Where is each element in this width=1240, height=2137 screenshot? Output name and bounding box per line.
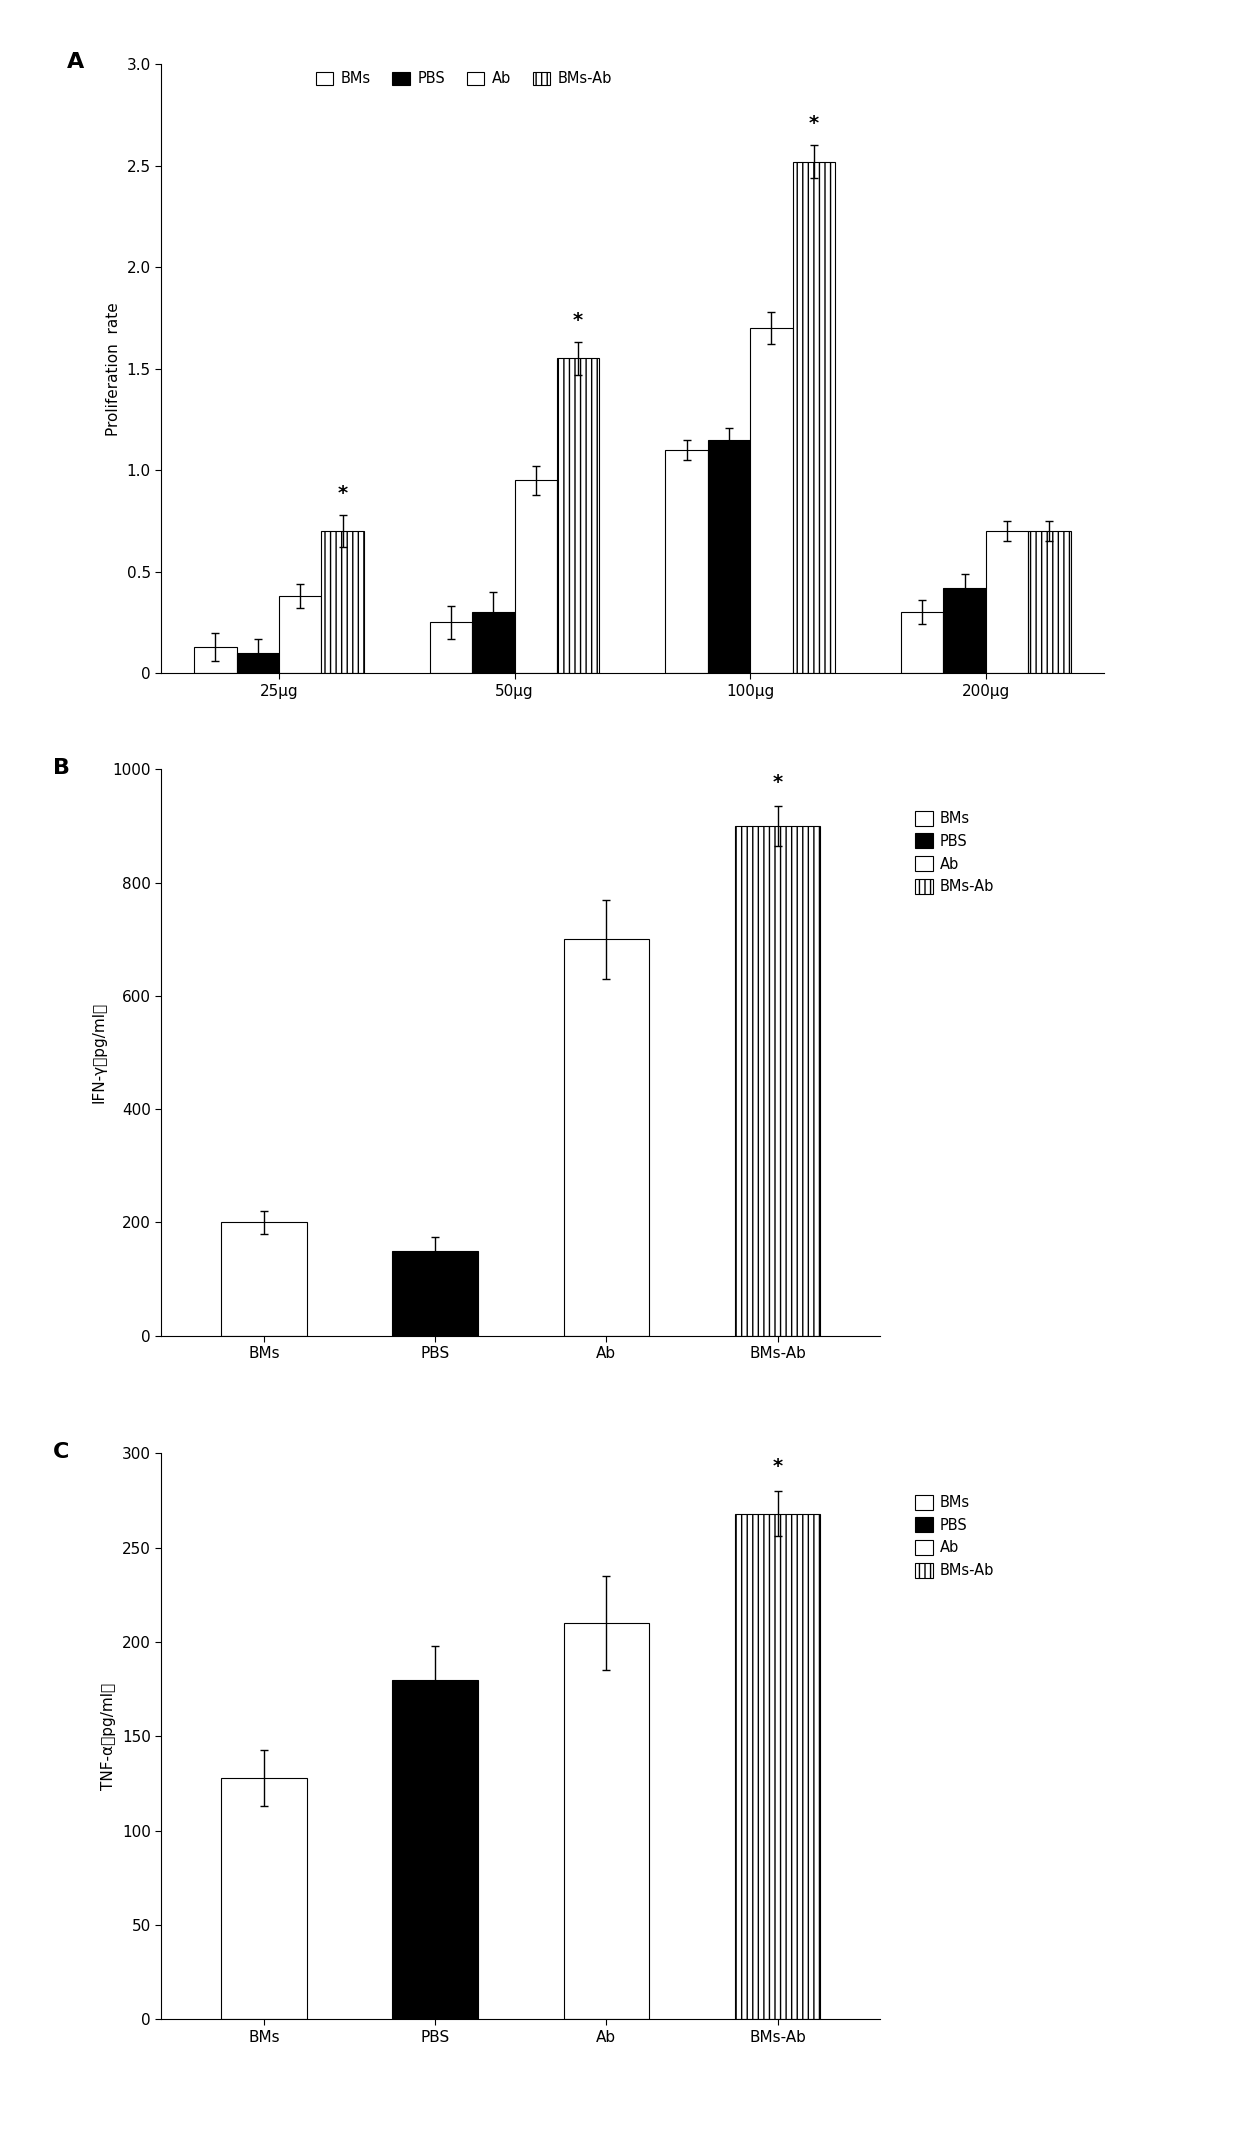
Text: *: * [573, 312, 583, 329]
Bar [735, 1513, 821, 2019]
Bar [1028, 530, 1070, 673]
Bar [564, 938, 650, 1336]
Text: A: A [67, 51, 84, 73]
Bar [221, 1222, 306, 1336]
Text: C: C [53, 1442, 69, 1462]
Bar [430, 622, 472, 673]
Text: *: * [808, 113, 818, 132]
Bar [472, 611, 515, 673]
Bar [221, 1778, 306, 2019]
Text: *: * [773, 774, 782, 793]
Y-axis label: IFN-γ（pg/ml）: IFN-γ（pg/ml） [92, 1002, 107, 1103]
Y-axis label: TNF-α（pg/ml）: TNF-α（pg/ml） [102, 1682, 117, 1791]
Bar [666, 451, 708, 673]
Bar [901, 611, 944, 673]
Text: *: * [337, 483, 347, 502]
Legend: BMs, PBS, Ab, BMs-Ab: BMs, PBS, Ab, BMs-Ab [909, 1489, 1001, 1584]
Bar [515, 481, 557, 673]
Bar [195, 648, 237, 673]
Bar [279, 596, 321, 673]
Bar [944, 588, 986, 673]
Bar [557, 359, 599, 673]
Bar [392, 1250, 477, 1336]
Bar [708, 440, 750, 673]
Y-axis label: Proliferation  rate: Proliferation rate [105, 301, 122, 436]
Text: B: B [53, 759, 71, 778]
Bar [986, 530, 1028, 673]
Bar [321, 530, 363, 673]
Text: *: * [773, 1457, 782, 1477]
Bar [392, 1680, 477, 2019]
Bar [237, 652, 279, 673]
Legend: BMs, PBS, Ab, BMs-Ab: BMs, PBS, Ab, BMs-Ab [310, 66, 618, 92]
Bar [792, 162, 835, 673]
Bar [564, 1624, 650, 2019]
Legend: BMs, PBS, Ab, BMs-Ab: BMs, PBS, Ab, BMs-Ab [909, 806, 1001, 900]
Bar [735, 825, 821, 1336]
Bar [750, 327, 792, 673]
